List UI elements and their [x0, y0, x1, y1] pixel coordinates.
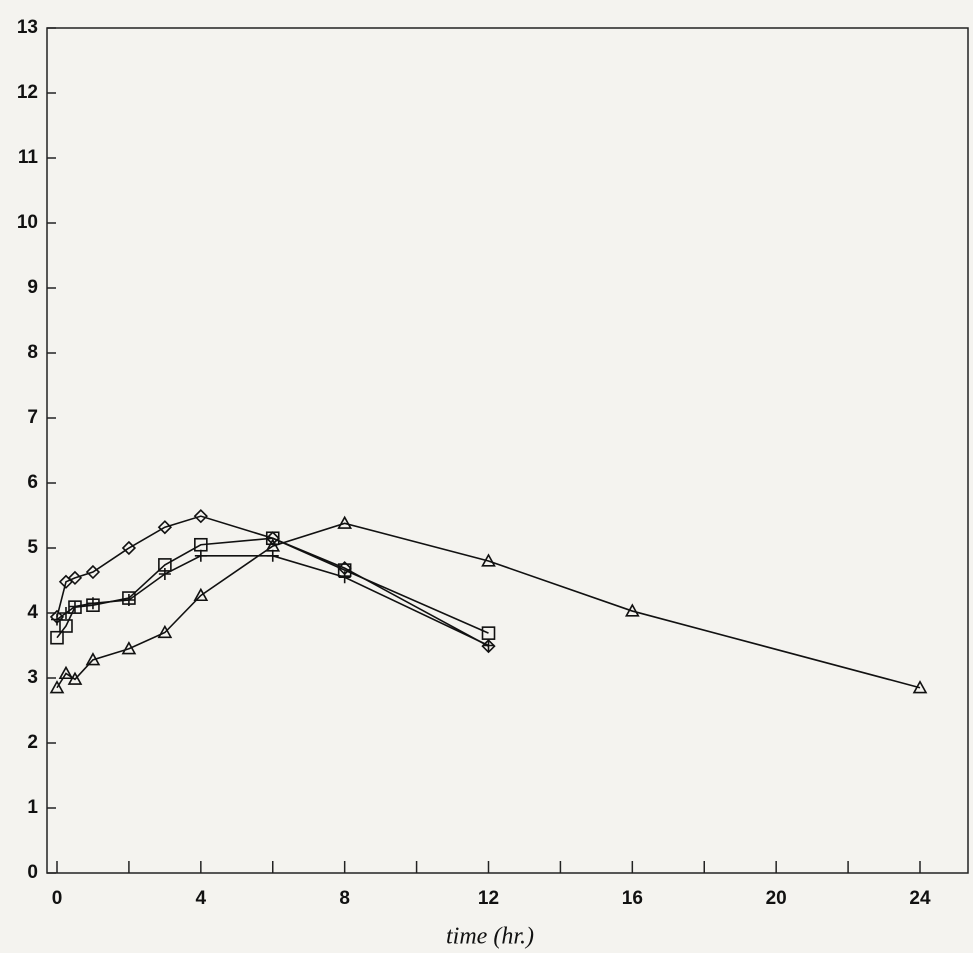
x-axis-title: time (hr.): [446, 924, 534, 950]
triangle-marker: [193, 587, 209, 602]
x-tick-label: 16: [622, 888, 643, 909]
x-tick-label: 24: [909, 888, 931, 909]
y-tick-label: 11: [18, 147, 39, 168]
y-tick-label: 1: [27, 797, 38, 818]
series-line: [56, 555, 489, 647]
series-line: [56, 537, 489, 639]
triangle-marker: [85, 652, 101, 666]
triangle-marker: [265, 538, 281, 552]
series-line: [56, 522, 921, 689]
diamond-marker: [67, 570, 83, 586]
plus-marker: [68, 600, 81, 613]
plus-marker: [51, 613, 63, 626]
y-tick-label: 5: [27, 537, 38, 558]
y-tick-label: 2: [27, 732, 38, 753]
plus-marker: [266, 549, 279, 562]
diamond-marker: [121, 540, 137, 556]
y-tick-label: 12: [17, 82, 38, 103]
plot-frame: [46, 27, 969, 874]
x-tick-label: 8: [339, 888, 350, 909]
diamond-marker: [85, 564, 101, 580]
x-tick-label: 0: [52, 888, 63, 909]
diamond-marker: [157, 520, 173, 535]
triangle-marker: [67, 671, 83, 685]
triangle-marker: [157, 624, 173, 639]
y-tick-label: 8: [27, 342, 38, 363]
square-marker: [265, 531, 280, 546]
y-tick-label: 13: [17, 17, 38, 38]
triangle-marker: [624, 603, 640, 617]
square-marker: [481, 626, 496, 640]
plus-marker: [338, 571, 351, 584]
y-tick-label: 3: [27, 667, 38, 688]
diamond-marker: [193, 509, 208, 524]
triangle-marker: [49, 680, 65, 694]
y-tick-label: 6: [27, 472, 38, 493]
series-line: [56, 515, 489, 647]
triangle-marker: [481, 553, 496, 567]
plus-marker: [194, 549, 207, 562]
triangle-marker: [912, 680, 928, 694]
y-tick-label: 7: [27, 407, 38, 428]
plus-marker: [158, 568, 171, 580]
plus-marker: [86, 597, 99, 610]
y-tick-label: 10: [17, 212, 38, 233]
plus-marker: [122, 594, 135, 606]
triangle-marker: [337, 515, 353, 529]
y-tick-label: 9: [27, 277, 38, 298]
square-marker: [59, 619, 73, 633]
x-tick-label: 20: [766, 888, 787, 909]
plus-marker: [482, 639, 495, 652]
triangle-marker: [121, 641, 137, 655]
y-tick-label: 0: [27, 862, 38, 883]
x-tick-label: 4: [196, 888, 207, 909]
plus-marker: [59, 607, 72, 619]
x-tick-label: 12: [478, 888, 499, 909]
square-marker: [50, 630, 64, 645]
triangle-marker: [58, 665, 74, 680]
y-tick-label: 4: [27, 602, 38, 623]
